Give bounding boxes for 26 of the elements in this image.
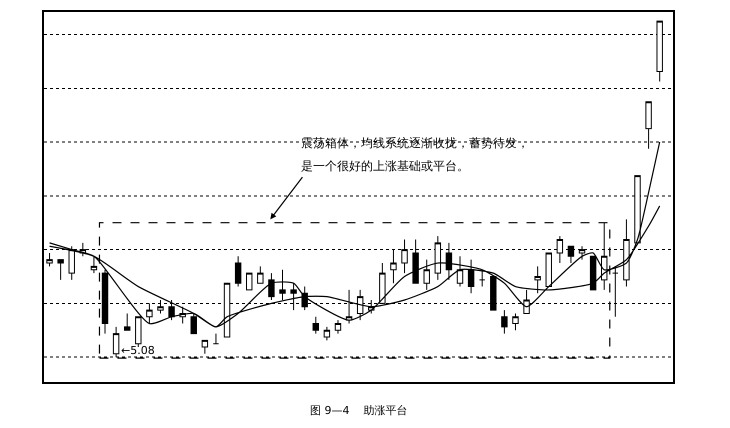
candlestick xyxy=(202,340,208,354)
candlestick xyxy=(468,259,474,294)
annotation: 是一个很好的上涨基础或平台。 xyxy=(301,159,469,173)
candlestick xyxy=(257,266,264,284)
candlestick xyxy=(124,312,130,331)
candlestick xyxy=(534,266,541,294)
candlestick xyxy=(546,252,552,288)
candlestick xyxy=(512,312,519,331)
candlestick xyxy=(501,310,508,334)
candlestick xyxy=(590,256,596,290)
candlestick xyxy=(424,259,430,290)
candlestick xyxy=(279,269,286,300)
candlestick xyxy=(478,269,486,288)
caption: 图 9—4 助涨平台 xyxy=(310,404,408,417)
candlestick xyxy=(456,256,464,288)
candlestick xyxy=(234,256,242,288)
candlestick xyxy=(324,326,330,341)
candlestick xyxy=(268,272,275,300)
candlestick xyxy=(90,256,98,274)
candlestick xyxy=(246,272,252,290)
candlestick xyxy=(334,320,342,334)
candlestick xyxy=(312,316,320,334)
candlestick xyxy=(57,259,64,280)
candlestick xyxy=(46,252,53,267)
annotation: ←5.08 xyxy=(121,344,155,357)
candlestick xyxy=(212,333,220,344)
